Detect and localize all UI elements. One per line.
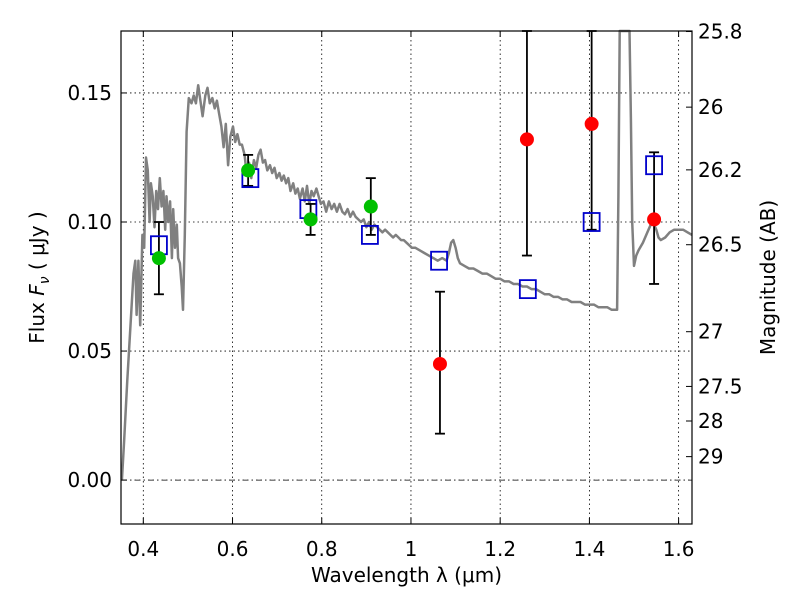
observed-flux-point — [519, 132, 534, 147]
model-photometry-layer — [150, 155, 663, 300]
y-axis-label-symbol: F — [25, 284, 49, 296]
y-tick-label: 0.15 — [67, 81, 112, 105]
observed-points-layer — [151, 116, 662, 371]
x-tick-label: 1 — [405, 537, 418, 561]
y2-tick-label: 26.2 — [698, 158, 743, 182]
x-tick-label: 1.2 — [484, 537, 516, 561]
model-spectrum-line — [120, 29, 693, 481]
model-photometry-square — [518, 279, 537, 300]
y2-tick-label: 28 — [698, 409, 723, 433]
observed-flux-point — [584, 116, 599, 131]
grid-layer — [121, 31, 692, 524]
x-tick-label: 1.4 — [573, 537, 605, 561]
observed-flux-point — [151, 251, 166, 266]
model-photometry-square — [645, 155, 663, 176]
y-axis-label-prefix: Flux — [25, 296, 49, 344]
model-spectrum-layer — [120, 29, 693, 481]
y2-tick-label: 26 — [698, 95, 723, 119]
errorbar-layer — [153, 30, 660, 435]
y-axis-label-suffix: ( μJy ) — [25, 211, 49, 276]
y-axis-label: Flux Fν ( μJy ) — [25, 211, 53, 343]
observed-flux-point — [432, 356, 447, 371]
y2-tick-label: 25.8 — [698, 20, 743, 44]
y-axis-right-label: Magnitude (AB) — [756, 200, 780, 355]
y2-tick-label: 26.5 — [698, 233, 743, 257]
y-tick-label: 0.00 — [67, 468, 112, 492]
x-tick-label: 0.4 — [127, 537, 159, 561]
observed-flux-point — [241, 163, 256, 178]
x-axis-label: Wavelength λ (μm) — [311, 563, 502, 587]
observed-flux-point — [647, 212, 662, 227]
y2-tick-label: 29 — [698, 445, 723, 469]
observed-flux-point — [363, 199, 378, 214]
y2-tick-label: 27.5 — [698, 374, 743, 398]
y-tick-label: 0.10 — [67, 210, 112, 234]
model-photometry-square — [582, 212, 601, 232]
y2-tick-label: 27 — [698, 320, 723, 344]
x-tick-label: 0.8 — [306, 537, 338, 561]
observed-flux-point — [303, 212, 318, 227]
ticks-layer: 0.4 0.6 0.8 1 1.2 1.4 1.6 0.00 0.05 0.10 0.15 25.8 2… — [67, 20, 742, 561]
plot-frame — [120, 30, 693, 525]
y-tick-label: 0.05 — [67, 339, 112, 363]
model-photometry-square — [361, 225, 379, 245]
model-photometry-square — [430, 250, 448, 271]
x-tick-label: 0.6 — [217, 537, 249, 561]
y-axis-label-subscript: ν — [37, 276, 53, 284]
x-tick-label: 1.6 — [663, 537, 695, 561]
